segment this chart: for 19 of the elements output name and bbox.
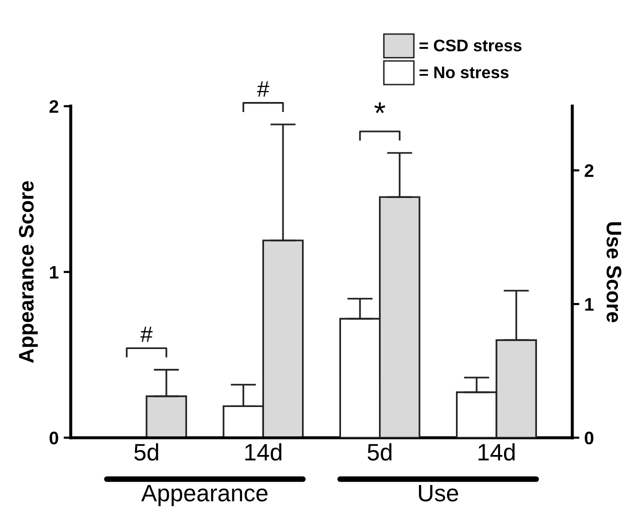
y2-tick-label: 2 (584, 164, 594, 177)
y-axis-title: Appearance Score (18, 181, 38, 363)
annotation: * (374, 102, 386, 114)
annotation: # (140, 326, 153, 342)
text: # (257, 81, 270, 97)
y2-tick-label: 1 (585, 298, 594, 311)
y2-axis-title: Use Score (606, 222, 622, 322)
x-tick-label: 14d (245, 443, 282, 461)
x-tick-label: 5d (368, 443, 392, 461)
legend-label: = No stress (420, 66, 509, 78)
text: Use (418, 484, 458, 502)
x-tick-label: 5d (134, 443, 158, 461)
y-tick-label: 2 (50, 100, 58, 113)
x-tick-label: 14d (478, 443, 515, 461)
y2-tick-label: 0 (584, 432, 594, 444)
text: Appearance (141, 484, 268, 506)
legend-label: = CSD stress (420, 40, 522, 52)
y-tick-label: 1 (50, 266, 58, 278)
y-tick-label: 0 (50, 432, 58, 444)
